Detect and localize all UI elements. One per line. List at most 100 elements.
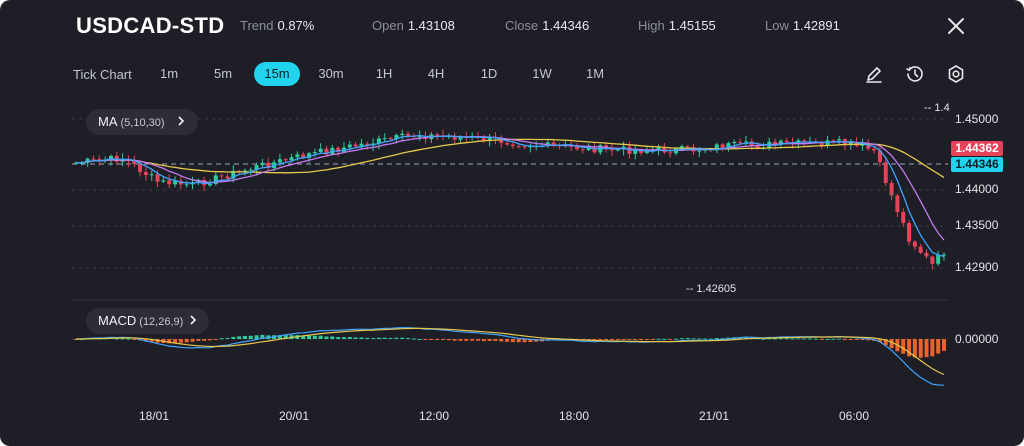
candle-body	[609, 148, 614, 151]
tf-1d[interactable]: 1D	[480, 66, 498, 81]
macd-histogram-bar	[283, 335, 288, 339]
candle-body	[394, 135, 399, 139]
close-button[interactable]	[944, 14, 968, 38]
price-chart[interactable]	[0, 96, 1024, 406]
tf-15m[interactable]: 15m	[254, 62, 300, 86]
candle-body	[942, 254, 946, 256]
macd-histogram-bar	[860, 339, 865, 340]
candle-body	[155, 174, 160, 182]
macd-histogram-bar	[644, 339, 649, 340]
macd-histogram-bar	[481, 339, 486, 342]
candle-body	[872, 148, 877, 151]
macd-histogram-bar	[837, 338, 842, 340]
macd-histogram-bar	[697, 338, 702, 340]
macd-histogram-bar	[324, 336, 329, 339]
macd-histogram-bar	[213, 339, 218, 340]
macd-histogram-bar	[639, 339, 644, 340]
candle-body	[481, 136, 486, 141]
candle-body	[936, 254, 941, 264]
tf-1h[interactable]: 1H	[375, 66, 393, 81]
macd-name: MACD	[98, 313, 137, 328]
candle-body	[499, 138, 504, 144]
macd-histogram-bar	[907, 339, 912, 357]
macd-histogram-bar	[423, 339, 428, 340]
macd-indicator-pill[interactable]: MACD (12,26,9)	[86, 308, 209, 334]
candle-body	[382, 138, 387, 140]
candle-body	[639, 149, 644, 153]
settings-tool-button[interactable]	[945, 63, 967, 85]
ma-indicator-pill[interactable]: MA (5,10,30)	[86, 109, 199, 135]
candle-body	[644, 150, 649, 153]
candle-body	[738, 141, 743, 143]
macd-histogram-bar	[277, 334, 282, 339]
candle-body	[615, 149, 620, 151]
candle-body	[656, 147, 661, 150]
candle-body	[895, 195, 900, 213]
macd-histogram-bar	[446, 339, 451, 341]
candle-body	[312, 152, 317, 154]
time-label: 12:00	[418, 409, 450, 423]
macd-histogram-bar	[627, 339, 632, 340]
low-value: 1.42891	[792, 18, 840, 33]
price-label: 1.45000	[955, 112, 999, 126]
macd-histogram-bar	[254, 335, 259, 339]
macd-histogram-bar	[458, 339, 463, 341]
macd-histogram-bar	[662, 338, 667, 340]
tf-1w[interactable]: 1W	[532, 66, 552, 81]
macd-histogram-bar	[341, 337, 346, 339]
tf-5m[interactable]: 5m	[213, 66, 233, 81]
candle-body	[726, 143, 731, 149]
macd-histogram-bar	[248, 335, 253, 339]
macd-histogram-bar	[883, 339, 888, 346]
macd-histogram-bar	[429, 339, 434, 340]
candle-body	[901, 212, 906, 224]
candle-body	[452, 136, 457, 140]
clock-icon	[906, 66, 923, 82]
macd-histogram-bar	[942, 339, 946, 351]
macd-histogram-bar	[808, 338, 813, 340]
header: USDCAD-STD Trend 0.87% Open 1.43108 Close 1…	[0, 0, 1024, 50]
low-label: Low	[765, 18, 789, 33]
tf-30m[interactable]: 30m	[318, 66, 344, 81]
candle-body	[574, 146, 579, 150]
macd-histogram-bar	[499, 339, 504, 342]
candle-body	[108, 155, 113, 160]
tick-chart-button[interactable]: Tick Chart	[73, 67, 132, 82]
macd-histogram-bar	[202, 339, 207, 341]
candle-body	[266, 162, 271, 168]
candle-body	[435, 134, 440, 136]
tf-1m[interactable]: 1m	[159, 66, 179, 81]
candle-body	[289, 157, 294, 161]
macd-histogram-bar	[761, 338, 766, 340]
candle-body	[161, 180, 166, 182]
candle-body	[522, 146, 527, 148]
macd-histogram-bar	[877, 339, 882, 343]
macd-histogram-bar	[307, 335, 312, 339]
timeframe-bar: Tick Chart 1m 5m 15m 30m 1H 4H 1D 1W 1M	[0, 60, 1024, 90]
macd-histogram-bar	[831, 338, 836, 340]
candle-body	[720, 144, 725, 149]
price-label: 1.43500	[955, 218, 999, 232]
candle-body	[336, 147, 341, 152]
macd-histogram-bar	[184, 339, 189, 343]
max-price-value: 1.4	[934, 102, 950, 114]
history-tool-button[interactable]	[904, 63, 926, 85]
macd-histogram-bar	[207, 339, 212, 341]
macd-histogram-bar	[394, 337, 399, 339]
macd-histogram-bar	[301, 335, 306, 339]
macd-histogram-bar	[376, 337, 381, 339]
tf-1m-month[interactable]: 1M	[585, 66, 605, 81]
macd-histogram-bar	[510, 339, 515, 343]
candle-body	[91, 158, 96, 160]
draw-tool-button[interactable]	[863, 63, 885, 85]
macd-histogram-bar	[889, 339, 894, 349]
macd-histogram-bar	[720, 338, 725, 340]
candle-body	[254, 165, 259, 170]
pencil-icon	[866, 67, 882, 83]
macd-histogram-bar	[633, 339, 638, 340]
candle-body	[586, 146, 591, 151]
min-price-annotation: -- 1.42605	[686, 283, 737, 295]
macd-histogram-bar	[359, 337, 364, 339]
macd-histogram-bar	[382, 337, 387, 339]
tf-4h[interactable]: 4H	[427, 66, 445, 81]
